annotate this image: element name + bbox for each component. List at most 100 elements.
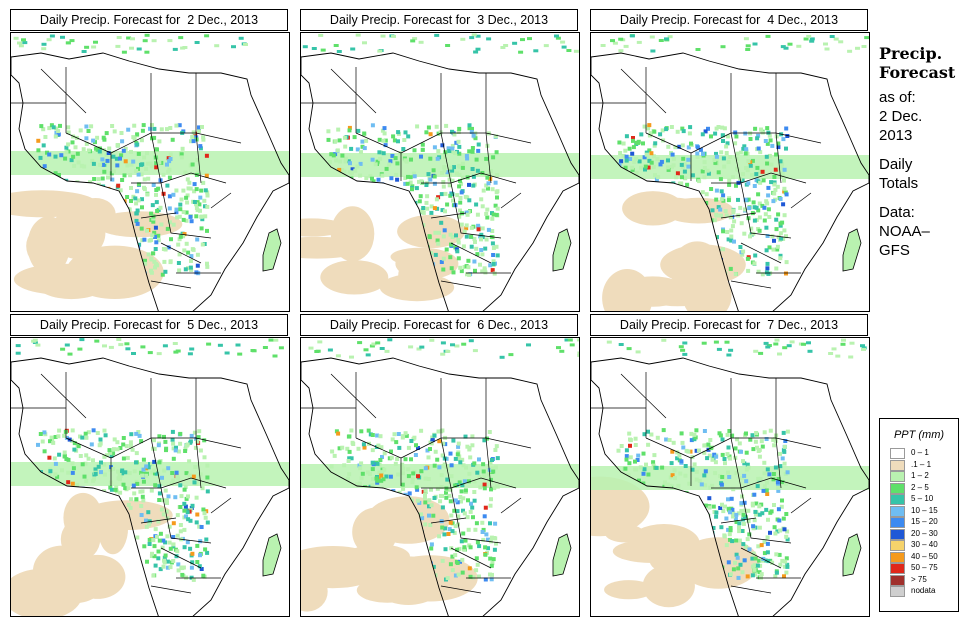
precip-cell	[426, 477, 431, 481]
precip-cell	[704, 192, 709, 197]
madagascar	[842, 533, 862, 577]
precip-cell	[53, 154, 58, 159]
precip-cell	[458, 559, 462, 564]
precip-cell	[739, 529, 744, 533]
precip-cell	[680, 348, 686, 352]
precip-cell	[152, 468, 157, 473]
precip-cell	[778, 562, 783, 567]
precip-cell	[719, 525, 724, 530]
legend-label: 50 – 75	[911, 563, 938, 572]
precip-cell	[730, 224, 735, 229]
precip-cell	[489, 477, 493, 482]
precip-cell	[721, 139, 725, 143]
precip-cell	[42, 164, 47, 169]
precip-cell	[137, 433, 142, 438]
precip-cell	[443, 547, 448, 552]
precip-cell	[472, 461, 477, 466]
precip-cell	[455, 547, 460, 552]
precip-cell	[764, 248, 769, 253]
precip-cell	[201, 137, 206, 142]
precip-cell	[456, 456, 461, 461]
precip-cell	[757, 201, 762, 206]
precip-cell	[782, 574, 786, 579]
precip-cell	[370, 483, 375, 488]
country-border	[500, 192, 522, 209]
precip-cell	[235, 343, 241, 347]
precip-cell	[161, 564, 166, 569]
precip-cell	[421, 206, 426, 210]
precip-cell	[743, 151, 748, 156]
precip-cell	[121, 456, 126, 461]
precip-cell	[681, 156, 686, 161]
precip-cell	[452, 508, 457, 513]
precip-cell	[450, 129, 454, 134]
precip-cell	[403, 158, 408, 163]
precip-cell	[740, 475, 744, 480]
precip-cell	[409, 157, 413, 162]
precip-cell	[41, 143, 46, 148]
precip-cell	[84, 141, 89, 146]
precip-cell	[66, 130, 71, 135]
precip-cell	[481, 469, 486, 474]
precip-cell	[69, 158, 74, 163]
precip-cell	[751, 551, 756, 556]
precip-cell	[700, 169, 705, 174]
precip-cell	[767, 245, 772, 250]
precip-cell	[127, 207, 132, 212]
precip-cell	[174, 470, 179, 475]
precip-cell	[81, 147, 86, 152]
precip-cell	[714, 197, 719, 202]
precip-cell	[178, 202, 183, 207]
precip-cell	[442, 168, 447, 173]
precip-cell	[766, 207, 771, 212]
precip-cell	[438, 499, 443, 504]
precip-cell	[658, 132, 663, 137]
precip-cell	[205, 190, 210, 195]
precip-cell	[57, 173, 61, 177]
precip-cell	[178, 523, 183, 527]
precip-cell	[67, 352, 73, 356]
precip-cell	[152, 230, 157, 235]
precip-cell	[452, 530, 457, 535]
precip-cell	[423, 466, 428, 471]
precip-cell	[428, 177, 433, 182]
precip-cell	[780, 558, 785, 563]
precip-cell	[177, 268, 182, 273]
precip-map	[10, 337, 290, 617]
precip-cell	[429, 210, 434, 215]
precip-cell	[651, 460, 656, 465]
precip-cell	[726, 527, 731, 532]
precip-cell	[647, 123, 652, 128]
precip-cell	[161, 172, 166, 177]
precip-cell	[440, 505, 445, 510]
precip-cell	[355, 164, 360, 169]
precip-cell	[135, 535, 140, 540]
precip-cell	[642, 155, 647, 160]
precip-cell	[76, 160, 81, 165]
precip-cell	[171, 521, 176, 526]
precip-cell	[483, 505, 488, 510]
precip-cell	[168, 259, 173, 264]
precip-cell	[618, 37, 624, 41]
precip-cell	[165, 565, 170, 570]
precip-cell	[439, 485, 444, 489]
dry-area	[622, 191, 684, 226]
precip-cell	[141, 498, 146, 503]
precip-cell	[778, 197, 783, 201]
precip-cell	[756, 208, 761, 213]
precip-map	[10, 32, 290, 312]
precip-cell	[132, 123, 137, 128]
legend-label: 1 – 2	[911, 471, 929, 480]
precip-cell	[486, 472, 491, 477]
precip-cell	[494, 244, 499, 249]
precip-cell	[745, 256, 750, 261]
precip-cell	[186, 266, 190, 271]
precip-cell	[189, 139, 193, 144]
legend-swatch	[890, 505, 905, 517]
precip-cell	[151, 573, 156, 578]
dry-area	[11, 568, 83, 616]
country-border	[775, 437, 822, 449]
precip-cell	[441, 441, 446, 446]
precip-cell	[664, 484, 669, 489]
precip-cell	[721, 229, 726, 234]
